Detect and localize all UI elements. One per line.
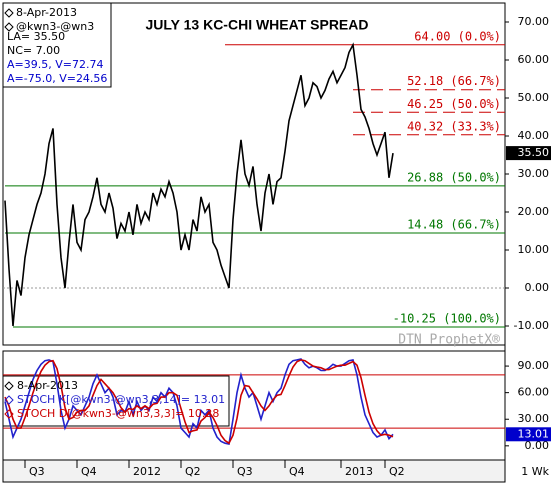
interval: 1 Wk [521,465,549,478]
last-value-tag [506,427,551,442]
series-line [4,358,394,445]
info-box [2,2,112,88]
y-tick-label: 90.00 [518,359,550,372]
info-line: A=39.5, V=72.74 [7,58,103,71]
info-line: LA= 35.50 [7,30,65,43]
series-line [4,42,394,327]
fib-label: 40.32 (33.3%) [407,119,501,133]
y-tick-label: 60.00 [518,386,550,399]
fib-label: 52.18 (66.7%) [407,74,501,88]
fib-label: 46.25 (50.0%) [407,97,501,111]
diamond-icon [4,8,14,18]
legend-entry: 8-Apr-2013 [17,379,78,392]
y-tick-label: 30.00 [518,167,550,180]
x-tick-label: Q2 [185,465,201,478]
fib-label: 26.88 (50.0%) [407,170,501,184]
fib-label: 14.48 (66.7%) [407,217,501,231]
y-tick-label: 10.00 [518,243,550,256]
x-tick-label: 2013 [345,465,373,478]
y-tick-label: 50.00 [518,91,550,104]
series-line [4,359,394,445]
fib-label: 64.00 (0.0%) [414,29,501,43]
diamond-icon [4,409,14,419]
y-tick-label: 30.00 [518,412,550,425]
x-axis-band [2,459,506,483]
x-tick-label: Q4 [81,465,97,478]
last-value-tag [506,146,551,161]
diamond-icon [4,22,14,32]
y-tick-label: 60.00 [518,53,550,66]
watermark: DTN ProphetX® [398,333,500,348]
info-line: A=-75.0, V=24.56 [7,72,107,85]
legend-entry: STOCH K[@kwn3-@wn3,3,14]= 13.01 [17,393,225,406]
legend-entry: STOCH D[@kwn3-@wn3,3,3]= 10.28 [17,407,219,420]
x-tick-label: Q2 [389,465,405,478]
legend-box [2,375,230,427]
x-tick-label: Q3 [29,465,45,478]
x-tick-label: Q4 [289,465,305,478]
last-value-label: 13.01 [518,427,550,440]
diamond-icon [4,395,14,405]
info-line: 8-Apr-2013 [16,6,77,19]
y-tick-label: 70.00 [518,15,550,28]
y-tick-label: 0.00 [525,439,550,452]
info-line: NC= 7.00 [7,44,60,57]
last-value-label: 35.50 [518,146,550,159]
diamond-icon [4,381,14,391]
info-line: @kwn3-@wn3 [16,20,94,33]
fib-label: -10.25 (100.0%) [393,311,501,325]
y-tick-label: 0.00 [525,281,550,294]
y-tick-label: 20.00 [518,205,550,218]
chart-title: JULY 13 KC-CHI WHEAT SPREAD [145,17,368,33]
x-tick-label: 2012 [133,465,161,478]
y-tick-label: -10.00 [514,319,549,332]
y-tick-label: 40.00 [518,129,550,142]
x-tick-label: Q3 [237,465,253,478]
